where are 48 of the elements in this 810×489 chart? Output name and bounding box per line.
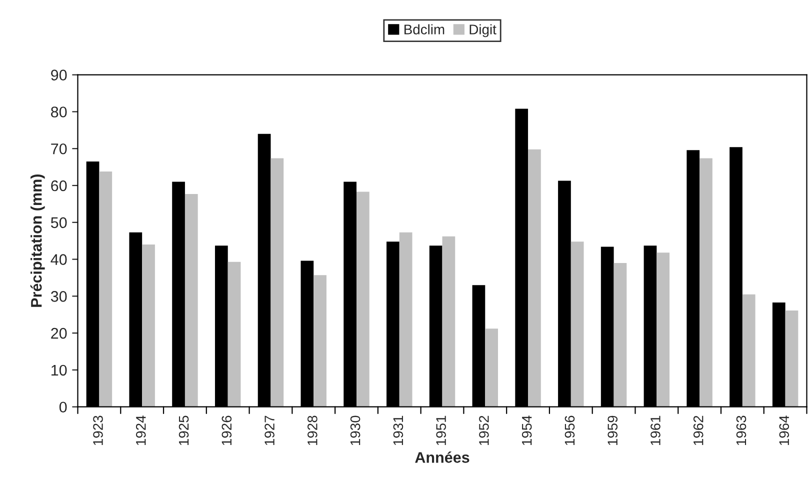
bar bbox=[742, 294, 756, 407]
x-tick-label: 1926 bbox=[222, 416, 232, 446]
x-tick-label: 1956 bbox=[564, 416, 575, 446]
bar bbox=[442, 236, 456, 407]
bar bbox=[614, 262, 627, 407]
bar bbox=[785, 310, 798, 407]
bar bbox=[399, 232, 412, 407]
bar bbox=[570, 242, 584, 407]
bar bbox=[528, 149, 541, 407]
x-tick-label: 1931 bbox=[393, 416, 404, 446]
y-tick-label: 10 bbox=[52, 364, 67, 376]
x-tick-label: 1963 bbox=[736, 416, 746, 446]
legend-label: Digit bbox=[470, 24, 496, 38]
bar bbox=[99, 171, 112, 407]
x-tick-label: 1961 bbox=[650, 416, 660, 446]
x-tick-label: 1964 bbox=[779, 416, 790, 446]
y-tick-label: 60 bbox=[51, 180, 67, 192]
bar bbox=[270, 158, 284, 407]
bar bbox=[485, 328, 498, 407]
y-tick-label: 40 bbox=[50, 254, 67, 265]
y-tick-label: 90 bbox=[51, 70, 67, 81]
x-tick-label: 1928 bbox=[308, 416, 318, 446]
x-tick-label: 1924 bbox=[136, 416, 146, 446]
bar bbox=[184, 194, 198, 407]
bar bbox=[314, 275, 326, 407]
x-tick-label: 1923 bbox=[93, 416, 103, 446]
x-tick-label: 1954 bbox=[522, 416, 532, 446]
x-tick-label: 1930 bbox=[350, 416, 360, 446]
legend-label: Bdclim bbox=[404, 24, 444, 34]
y-tick-label: 70 bbox=[51, 143, 67, 154]
y-tick-label: 0 bbox=[59, 402, 67, 413]
bar bbox=[656, 252, 670, 407]
bar bbox=[228, 262, 241, 407]
bar bbox=[356, 192, 370, 407]
y-tick-label: 20 bbox=[51, 328, 67, 339]
y-tick-label: 50 bbox=[50, 217, 67, 228]
x-tick-label: 1927 bbox=[264, 416, 274, 446]
x-axis-title: Années bbox=[415, 451, 470, 463]
x-tick-label: 1951 bbox=[436, 416, 446, 446]
y-axis-title: Précipitation (mm) bbox=[30, 174, 45, 307]
x-tick-label: 1952 bbox=[479, 416, 489, 446]
y-tick-label: 80 bbox=[51, 106, 67, 118]
x-tick-label: 1959 bbox=[608, 416, 618, 446]
bar bbox=[700, 158, 712, 407]
x-tick-label: 1962 bbox=[693, 416, 704, 446]
y-tick-label: 30 bbox=[50, 291, 67, 302]
x-tick-label: 1925 bbox=[178, 416, 189, 446]
bar bbox=[142, 244, 155, 407]
